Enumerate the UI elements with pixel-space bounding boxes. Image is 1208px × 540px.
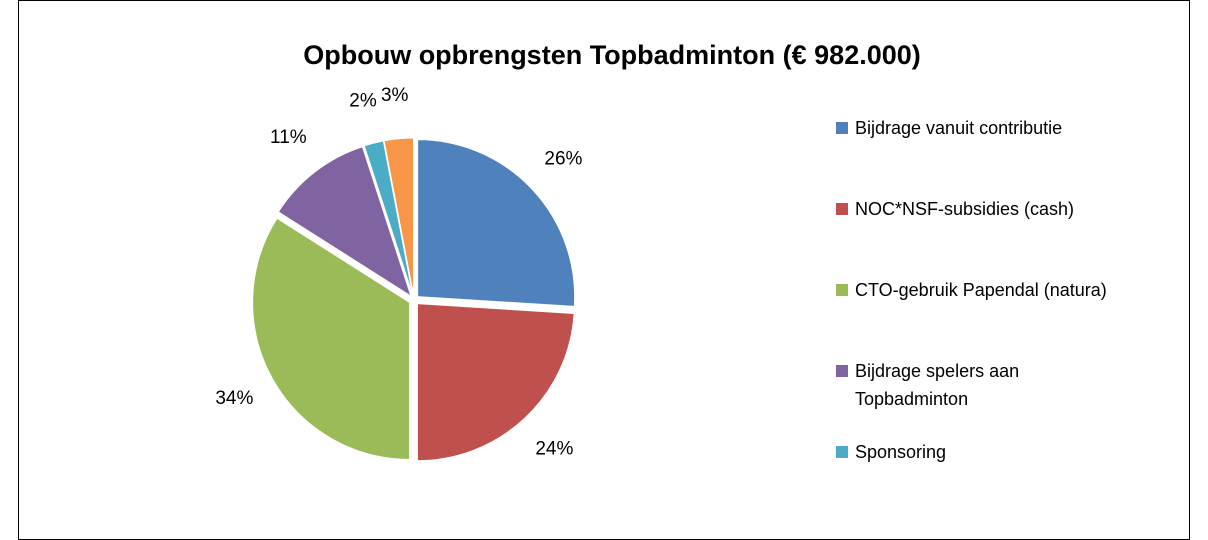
page: Opbouw opbrengsten Topbadminton (€ 982.0… xyxy=(18,0,1190,540)
chart-title: Opbouw opbrengsten Topbadminton (€ 982.0… xyxy=(303,40,921,70)
legend-item: Sponsoring xyxy=(836,438,1176,519)
pie-slice xyxy=(383,137,415,296)
legend-label: CTO-gebruik Papendal (natura) xyxy=(855,280,1107,300)
legend-swatch xyxy=(836,122,848,134)
legend-label: NOC*NSF-subsidies (cash) xyxy=(855,199,1075,219)
data-label: 34% xyxy=(215,388,253,409)
legend-label: Bijdrage vanuit contributie xyxy=(855,118,1063,138)
pie-slice xyxy=(277,146,412,298)
pie-slice xyxy=(416,303,575,462)
legend-label: Sponsoring xyxy=(855,442,947,462)
chart: Opbouw opbrengsten Topbadminton (€ 982.0… xyxy=(215,40,921,462)
legend-swatch xyxy=(836,446,848,458)
legend-swatch xyxy=(836,203,848,215)
data-label: 26% xyxy=(544,149,582,170)
legend-swatch xyxy=(836,284,848,296)
legend: Bijdrage vanuit contributie NOC*NSF-subsi… xyxy=(836,114,1176,519)
legend-item: CTO-gebruik Papendal (natura) xyxy=(836,276,1176,357)
pie-slice xyxy=(417,139,576,307)
data-label: 11% xyxy=(270,127,307,148)
data-label: 3% xyxy=(381,85,409,106)
legend-swatch xyxy=(836,365,848,377)
pie-slice xyxy=(252,217,411,460)
legend-item: NOC*NSF-subsidies (cash) xyxy=(836,195,1176,276)
legend-item: Bijdrage vanuit contributie xyxy=(836,114,1176,195)
data-label: 2% xyxy=(349,90,377,111)
legend-item: Bijdrage spelers aan Topbadminton xyxy=(836,357,1176,438)
legend-label: Bijdrage spelers aan Topbadminton xyxy=(855,361,1020,409)
pie-slice xyxy=(363,140,414,296)
data-label: 24% xyxy=(535,438,573,459)
